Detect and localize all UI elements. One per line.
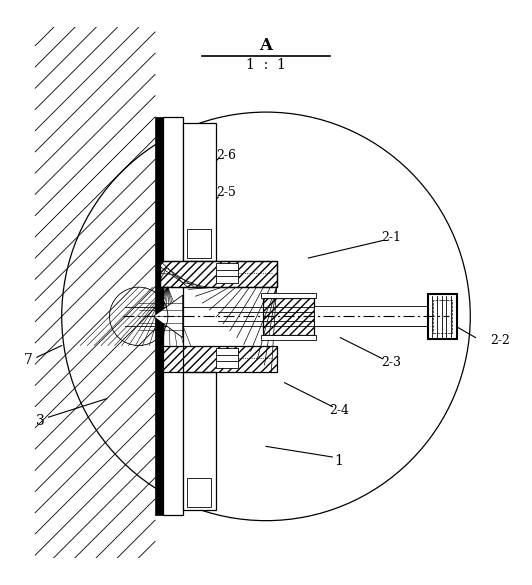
Bar <box>187 229 211 258</box>
Text: 2-3: 2-3 <box>381 356 401 369</box>
Text: 7: 7 <box>24 353 33 367</box>
Bar <box>160 261 277 287</box>
Bar <box>314 307 433 326</box>
Bar <box>215 263 238 283</box>
Bar <box>261 335 317 340</box>
Bar <box>433 300 452 332</box>
Text: 2-2: 2-2 <box>490 334 510 347</box>
Text: A: A <box>260 37 272 54</box>
Bar <box>263 298 314 335</box>
Text: 2-6: 2-6 <box>216 149 236 161</box>
Text: 2-4: 2-4 <box>329 404 349 417</box>
Text: 3: 3 <box>36 414 44 428</box>
Text: 1  :  1: 1 : 1 <box>246 58 286 73</box>
Bar <box>261 292 317 298</box>
Bar <box>163 118 182 515</box>
Bar <box>160 346 277 372</box>
Text: 2-5: 2-5 <box>217 186 236 199</box>
Text: 1: 1 <box>335 454 344 467</box>
Bar <box>215 348 238 369</box>
Bar <box>428 294 457 339</box>
Bar <box>182 123 215 261</box>
Bar <box>160 261 277 287</box>
Polygon shape <box>153 295 182 338</box>
Bar <box>182 372 215 510</box>
Bar <box>187 478 211 507</box>
Bar <box>155 118 163 515</box>
Text: 2-1: 2-1 <box>381 231 401 244</box>
